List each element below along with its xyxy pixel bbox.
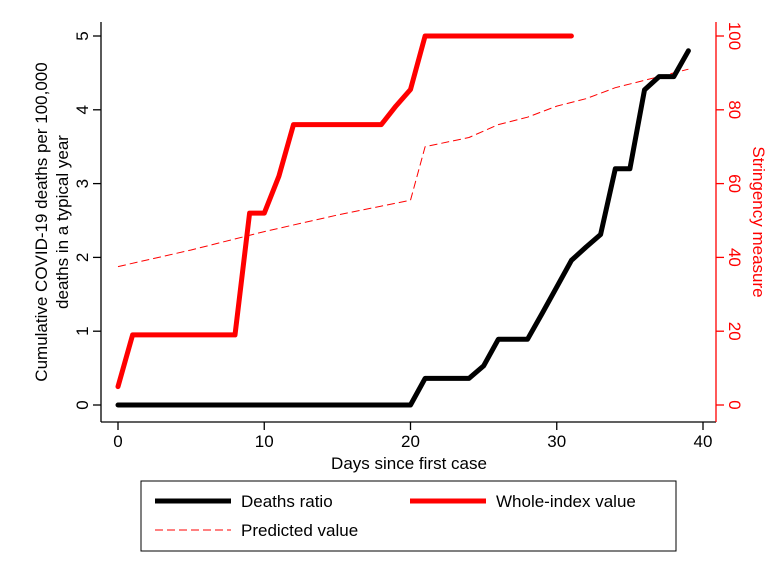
x-tick-label: 10 xyxy=(255,432,274,451)
legend-label-deaths-ratio: Deaths ratio xyxy=(241,492,333,511)
x-tick-label: 20 xyxy=(401,432,420,451)
legend: Deaths ratio Whole-index value Predicted… xyxy=(140,480,677,552)
y2-tick-label: 100 xyxy=(725,22,744,50)
axis-ticks: 0 10 20 30 40 0 1 2 3 4 5 0 20 40 60 80 100 xyxy=(73,22,744,451)
y-tick-label: 2 xyxy=(73,253,92,262)
series-line-predicted-value xyxy=(117,68,689,268)
y-tick-label: 5 xyxy=(73,31,92,40)
x-tick-label: 0 xyxy=(113,432,122,451)
series-layer xyxy=(115,33,691,408)
y2-tick-label: 60 xyxy=(725,174,744,193)
legend-label-whole-index: Whole-index value xyxy=(496,492,636,511)
y-axis-title-line1: Cumulative COVID-19 deaths per 100,000 xyxy=(32,62,51,381)
y2-tick-label: 20 xyxy=(725,322,744,341)
y2-tick-label: 0 xyxy=(725,400,744,409)
y2-tick-label: 80 xyxy=(725,100,744,119)
x-axis-title: Days since first case xyxy=(331,454,487,473)
y2-tick-label: 40 xyxy=(725,248,744,267)
series-line-deaths-ratio xyxy=(115,48,691,408)
series-line-whole-index-value xyxy=(115,33,574,390)
y-tick-label: 0 xyxy=(73,400,92,409)
legend-label-predicted: Predicted value xyxy=(241,521,358,540)
y-tick-label: 4 xyxy=(73,105,92,114)
legend-box xyxy=(140,480,677,552)
x-tick-label: 40 xyxy=(694,432,713,451)
x-tick-label: 30 xyxy=(547,432,566,451)
y-tick-label: 3 xyxy=(73,179,92,188)
y-tick-label: 1 xyxy=(73,326,92,335)
y2-axis-title: Stringency measure xyxy=(749,146,768,297)
y-axis-title-line2: deaths in a typical year xyxy=(53,135,72,309)
